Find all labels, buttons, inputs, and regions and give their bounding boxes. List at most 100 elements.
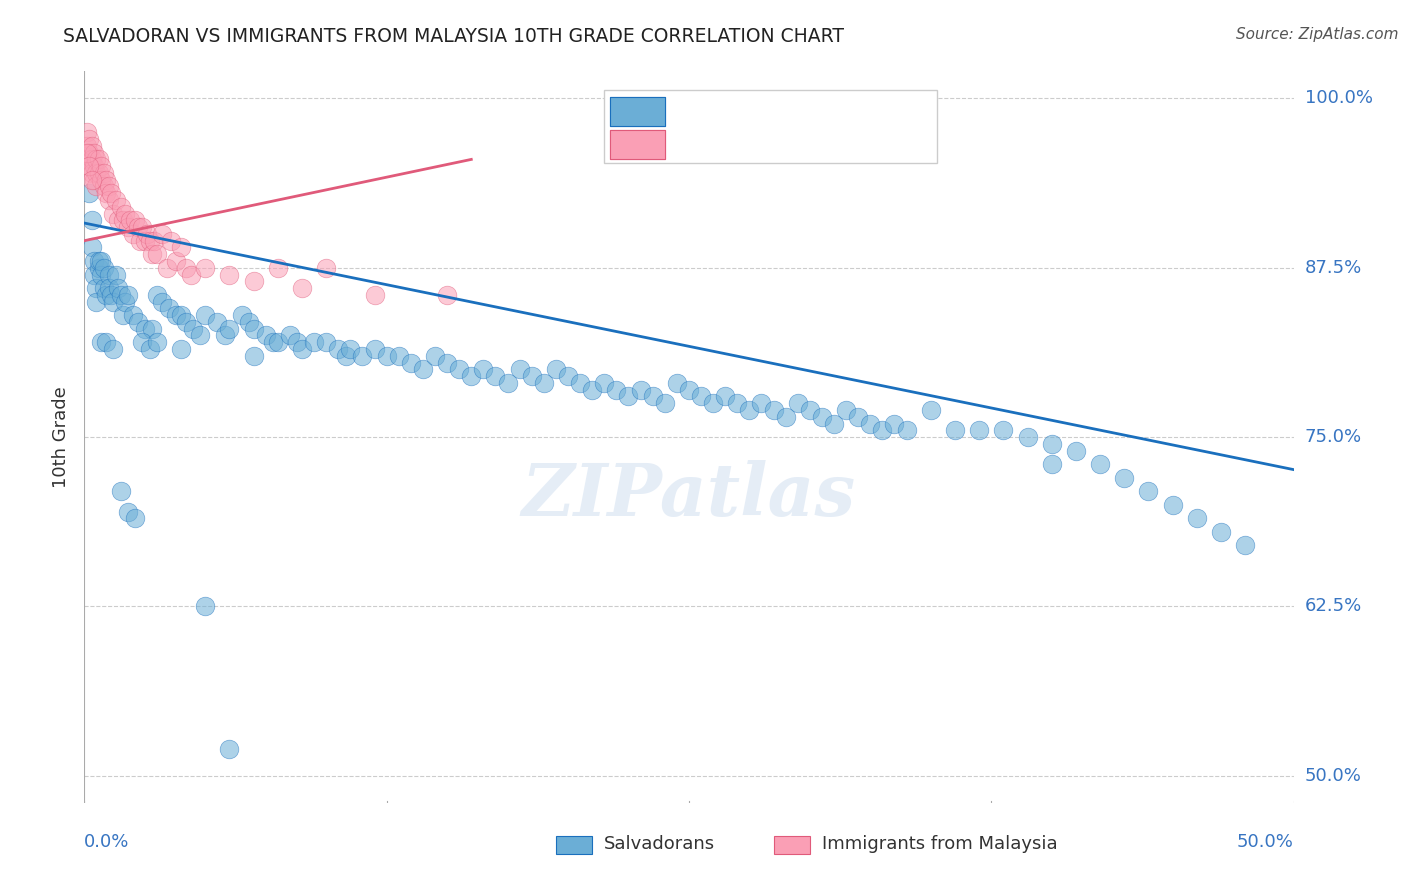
Salvadorans: [315, 335, 337, 350]
Immigrants from Malaysia: [124, 213, 146, 227]
Text: R = -0.449    N = 127: R = -0.449 N = 127: [676, 103, 872, 120]
Salvadorans: [1017, 430, 1039, 444]
Salvadorans: [83, 268, 105, 282]
Salvadorans: [593, 376, 616, 390]
Salvadorans: [207, 315, 229, 329]
Salvadorans: [630, 383, 652, 397]
Immigrants from Malaysia: [117, 220, 139, 235]
Immigrants from Malaysia: [76, 139, 98, 153]
Text: 50.0%: 50.0%: [1305, 767, 1361, 785]
Immigrants from Malaysia: [170, 240, 193, 254]
Salvadorans: [117, 505, 139, 519]
Salvadorans: [110, 288, 132, 302]
Salvadorans: [112, 308, 135, 322]
Immigrants from Malaysia: [136, 227, 159, 241]
Immigrants from Malaysia: [150, 227, 173, 241]
Text: 62.5%: 62.5%: [1305, 598, 1362, 615]
Salvadorans: [1209, 524, 1232, 539]
Salvadorans: [231, 308, 253, 322]
Salvadorans: [883, 417, 905, 431]
Salvadorans: [811, 409, 834, 424]
Salvadorans: [285, 335, 308, 350]
Salvadorans: [146, 335, 169, 350]
Immigrants from Malaysia: [138, 234, 160, 248]
Salvadorans: [569, 376, 592, 390]
Salvadorans: [423, 349, 446, 363]
Salvadorans: [134, 322, 156, 336]
Immigrants from Malaysia: [97, 179, 120, 194]
Salvadorans: [859, 417, 882, 431]
Salvadorans: [242, 322, 264, 336]
Salvadorans: [87, 260, 110, 275]
Salvadorans: [544, 362, 567, 376]
Salvadorans: [80, 240, 103, 254]
Text: Immigrants from Malaysia: Immigrants from Malaysia: [823, 836, 1057, 854]
Immigrants from Malaysia: [114, 206, 136, 220]
Salvadorans: [557, 369, 579, 384]
Immigrants from Malaysia: [77, 145, 100, 160]
Salvadorans: [90, 254, 112, 268]
Salvadorans: [110, 484, 132, 499]
Salvadorans: [388, 349, 411, 363]
Salvadorans: [146, 288, 169, 302]
Salvadorans: [654, 396, 676, 410]
Text: 87.5%: 87.5%: [1305, 259, 1362, 277]
Salvadorans: [93, 260, 115, 275]
Immigrants from Malaysia: [143, 234, 166, 248]
Salvadorans: [1114, 471, 1136, 485]
Immigrants from Malaysia: [87, 153, 110, 167]
Salvadorans: [218, 322, 240, 336]
Salvadorans: [181, 322, 204, 336]
Immigrants from Malaysia: [315, 260, 337, 275]
FancyBboxPatch shape: [610, 97, 665, 126]
Text: 50.0%: 50.0%: [1237, 833, 1294, 851]
Text: R = -0.449    N = 127: R = -0.449 N = 127: [676, 103, 872, 120]
Salvadorans: [690, 389, 713, 403]
Salvadorans: [738, 403, 761, 417]
Immigrants from Malaysia: [129, 234, 152, 248]
Salvadorans: [967, 423, 990, 437]
Salvadorans: [1064, 443, 1087, 458]
Text: 0.0%: 0.0%: [84, 833, 129, 851]
Salvadorans: [775, 409, 797, 424]
Immigrants from Malaysia: [194, 260, 217, 275]
Salvadorans: [97, 281, 120, 295]
Salvadorans: [1137, 484, 1160, 499]
Immigrants from Malaysia: [104, 193, 127, 207]
Text: ZIPatlas: ZIPatlas: [522, 460, 856, 531]
Immigrants from Malaysia: [80, 166, 103, 180]
Salvadorans: [138, 342, 160, 356]
Salvadorans: [218, 741, 240, 756]
Salvadorans: [509, 362, 531, 376]
Salvadorans: [77, 186, 100, 201]
FancyBboxPatch shape: [773, 836, 810, 854]
Salvadorans: [141, 322, 163, 336]
Immigrants from Malaysia: [94, 186, 117, 201]
Salvadorans: [1088, 457, 1111, 471]
Immigrants from Malaysia: [77, 159, 100, 173]
Salvadorans: [399, 355, 422, 369]
Salvadorans: [725, 396, 748, 410]
Immigrants from Malaysia: [121, 227, 143, 241]
Text: Source: ZipAtlas.com: Source: ZipAtlas.com: [1236, 27, 1399, 42]
Salvadorans: [267, 335, 290, 350]
Salvadorans: [1040, 457, 1063, 471]
Immigrants from Malaysia: [107, 213, 129, 227]
Immigrants from Malaysia: [86, 179, 108, 194]
Salvadorans: [339, 342, 361, 356]
Immigrants from Malaysia: [146, 247, 169, 261]
Immigrants from Malaysia: [112, 213, 135, 227]
Salvadorans: [520, 369, 543, 384]
Text: SALVADORAN VS IMMIGRANTS FROM MALAYSIA 10TH GRADE CORRELATION CHART: SALVADORAN VS IMMIGRANTS FROM MALAYSIA 1…: [63, 27, 844, 45]
Immigrants from Malaysia: [76, 125, 98, 139]
Salvadorans: [190, 328, 212, 343]
Salvadorans: [103, 294, 125, 309]
Immigrants from Malaysia: [80, 153, 103, 167]
Immigrants from Malaysia: [86, 153, 108, 167]
Text: R =  0.218    N =  63: R = 0.218 N = 63: [676, 136, 865, 153]
Immigrants from Malaysia: [180, 268, 202, 282]
Salvadorans: [665, 376, 688, 390]
Salvadorans: [90, 268, 112, 282]
Salvadorans: [124, 511, 146, 525]
Salvadorans: [678, 383, 700, 397]
